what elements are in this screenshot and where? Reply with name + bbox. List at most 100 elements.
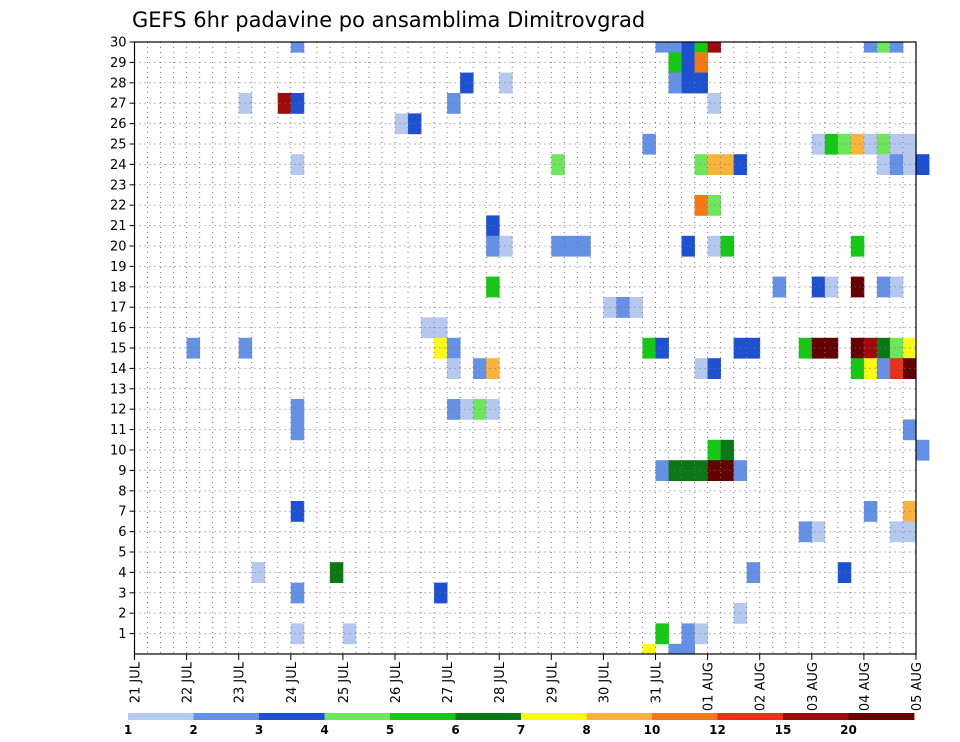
x-tick-label: 02 AUG [754, 662, 769, 711]
colorbar-swatch [259, 713, 325, 720]
colorbar-label: 4 [320, 723, 328, 737]
heatmap-cell [863, 337, 878, 359]
heatmap-cell [876, 276, 891, 298]
heatmap-cell [863, 42, 878, 53]
heatmap-cell [876, 154, 891, 175]
x-tick-label: 25 JUL [337, 661, 352, 703]
heatmap-cell [434, 582, 448, 604]
x-tick-label: 03 AUG [806, 662, 821, 711]
colorbar-swatch [193, 713, 260, 720]
heatmap-cell [916, 154, 930, 175]
heatmap-cell [889, 358, 904, 379]
cells-layer [186, 42, 930, 655]
heatmap-cell [850, 358, 865, 379]
heatmap-cell [889, 133, 904, 155]
heatmap-cell [186, 337, 201, 359]
heatmap-cell [486, 215, 500, 237]
y-tick-label: 8 [118, 484, 126, 499]
colorbar-label: 20 [840, 723, 857, 737]
heatmap-cell [290, 501, 305, 522]
colorbar-label: 10 [644, 723, 661, 737]
heatmap-cell [290, 623, 305, 645]
heatmap-cell [290, 154, 305, 175]
heatmap-cell [655, 42, 669, 53]
x-tick-label: 22 JUL [181, 661, 196, 703]
colorbar-swatch [652, 713, 718, 720]
heatmap-cell [824, 276, 839, 298]
heatmap-cell [707, 358, 722, 379]
heatmap-cell [694, 623, 709, 645]
y-tick-label: 5 [118, 546, 126, 561]
heatmap-cell [746, 562, 761, 583]
heatmap-cell [694, 195, 709, 216]
heatmap-cell [916, 439, 930, 461]
heatmap-cell [577, 235, 591, 257]
y-tick-label: 22 [110, 199, 127, 214]
heatmap-cell [811, 276, 826, 298]
colorbar-label: 8 [582, 723, 590, 737]
heatmap-cell [707, 235, 722, 257]
heatmap-cell [720, 235, 735, 257]
y-tick-label: 24 [110, 158, 127, 173]
heatmap-cell [876, 337, 891, 359]
y-tick-label: 29 [110, 56, 127, 71]
heatmap-cell [694, 42, 709, 53]
y-tick-label: 23 [110, 178, 127, 193]
y-tick-label: 6 [118, 525, 126, 540]
heatmap-cell [811, 133, 826, 155]
colorbar-label: 12 [709, 723, 726, 737]
heatmap-cell [681, 643, 695, 655]
heatmap-cell [681, 623, 695, 645]
y-tick-label: 27 [110, 97, 127, 112]
heatmap-cell [707, 42, 722, 53]
heatmap-cell [876, 358, 891, 379]
y-tick-label: 4 [118, 566, 126, 581]
colorbar-label: 7 [517, 723, 525, 737]
heatmap-cell [486, 276, 500, 298]
heatmap-cell [694, 52, 709, 73]
heatmap-cell [694, 460, 709, 481]
y-tick-label: 11 [110, 423, 127, 438]
chart-title: GEFS 6hr padavine po ansamblima Dimitrov… [132, 8, 645, 32]
heatmap-cell [889, 337, 904, 359]
colorbar-label: 1 [124, 723, 132, 737]
y-tick-label: 13 [110, 382, 127, 397]
heatmap-cell [329, 562, 344, 583]
heatmap-cell [642, 643, 656, 655]
y-tick-label: 14 [110, 362, 127, 377]
heatmap-cell [447, 93, 461, 114]
heatmap-cell [876, 133, 891, 155]
heatmap-cell [551, 235, 565, 257]
heatmap-cell [395, 113, 409, 135]
colorbar-swatch [455, 713, 522, 720]
x-tick-label: 01 AUG [702, 662, 717, 711]
heatmap-cell [863, 133, 878, 155]
heatmap-cell [720, 439, 735, 461]
x-tick-label: 23 JUL [233, 661, 248, 703]
heatmap-cell [655, 460, 669, 481]
y-tick-label: 1 [118, 627, 126, 642]
heatmap-cell [486, 358, 500, 379]
heatmap-cell [460, 72, 474, 94]
x-tick-label: 26 JUL [389, 661, 404, 703]
grid-layer [134, 42, 916, 654]
heatmap-cell [447, 399, 461, 420]
y-tick-label: 26 [110, 117, 127, 132]
heatmap-cell [277, 93, 292, 114]
heatmap-cell [290, 582, 305, 604]
heatmap-cell [486, 399, 500, 420]
heatmap-cell [434, 317, 448, 339]
y-tick-label: 30 [110, 36, 127, 51]
y-tick-label: 17 [110, 301, 127, 316]
heatmap-cell [681, 42, 695, 53]
heatmap-cell [290, 93, 305, 114]
heatmap-cell [707, 195, 722, 216]
colorbar-label: 5 [386, 723, 394, 737]
heatmap-cell [655, 337, 669, 359]
heatmap-cell [876, 42, 891, 53]
heatmap-cell [642, 133, 656, 155]
heatmap-cell [694, 72, 709, 94]
x-tick-label: 28 JUL [493, 661, 508, 703]
heatmap-cell [447, 337, 461, 359]
